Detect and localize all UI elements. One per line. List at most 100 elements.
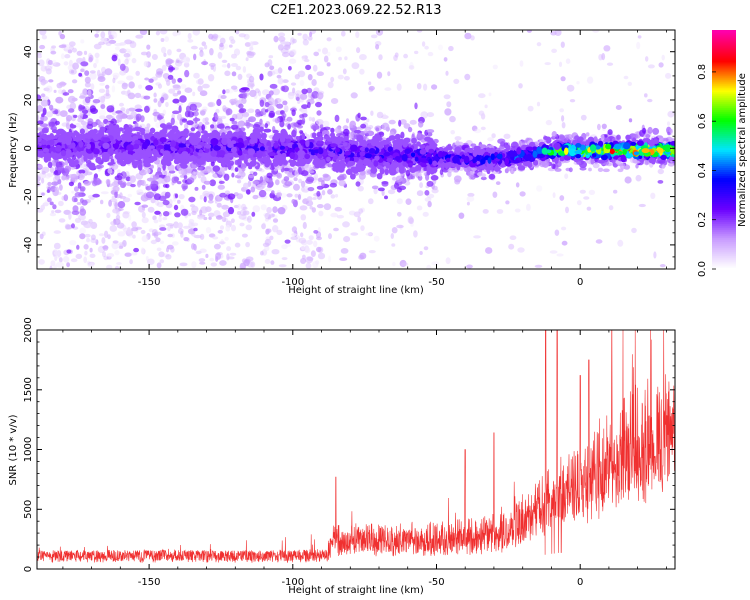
noise-cell (276, 229, 283, 236)
noise-cell (480, 126, 486, 131)
spectral-cell (607, 129, 613, 136)
noise-cell (90, 234, 96, 241)
spectral-cell (67, 95, 76, 103)
noise-cell (301, 55, 307, 59)
spectral-cell (295, 96, 300, 102)
spectral-cell (40, 99, 49, 107)
spectral-cell (168, 67, 176, 71)
noise-cell (316, 246, 322, 253)
spectral-cell (59, 110, 68, 117)
spectral-cell (447, 171, 452, 178)
noise-cell (559, 108, 564, 113)
noise-cell (564, 173, 569, 179)
noise-cell (289, 49, 297, 56)
spectral-cell (645, 134, 651, 139)
noise-cell (226, 253, 230, 261)
noise-cell (67, 49, 73, 54)
spectral-cell (54, 209, 62, 214)
noise-cell (514, 208, 521, 213)
noise-cell (138, 84, 143, 89)
noise-cell (249, 46, 254, 51)
noise-cell (485, 247, 493, 254)
noise-cell (515, 182, 520, 188)
spectral-cell (301, 117, 306, 125)
noise-cell (382, 113, 387, 119)
ridge-cell (95, 156, 102, 164)
spectral-cell (55, 96, 64, 104)
spectral-cell (227, 206, 235, 215)
spectral-cell (554, 168, 562, 172)
noise-cell (270, 260, 275, 265)
noise-cell (129, 234, 133, 238)
noise-cell (307, 74, 313, 81)
noise-cell (100, 191, 109, 195)
noise-cell (403, 53, 408, 59)
spectral-cell (68, 181, 74, 187)
noise-cell (484, 104, 488, 109)
noise-cell (234, 242, 241, 248)
spectral-cell (47, 181, 52, 187)
noise-cell (334, 193, 339, 198)
spectral-cell (311, 91, 319, 99)
spectral-cell (135, 113, 142, 122)
noise-cell (458, 212, 465, 219)
noise-cell (588, 189, 596, 195)
spectral-cell (171, 78, 176, 84)
spectral-cell (54, 120, 60, 126)
spectral-cell (322, 173, 329, 178)
noise-cell (39, 30, 47, 36)
spectral-cell (184, 69, 190, 78)
noise-cell (155, 122, 161, 128)
spectral-cell (300, 170, 309, 177)
noise-cell (84, 233, 91, 238)
spectral-cell (658, 159, 666, 164)
noise-cell (79, 233, 86, 240)
ridge-cell (301, 132, 306, 140)
spectral-cell (165, 183, 170, 189)
spectral-cell (155, 174, 160, 180)
noise-cell (323, 55, 329, 63)
noise-cell (408, 65, 415, 70)
noise-cell (51, 45, 56, 49)
noise-cell (108, 39, 117, 44)
spectral-cell (84, 96, 91, 104)
noise-cell (650, 192, 656, 199)
spectral-cell (164, 171, 168, 176)
noise-cell (526, 30, 532, 33)
spectral-cell (214, 114, 219, 121)
noise-cell (172, 92, 179, 97)
noise-cell (105, 41, 112, 47)
spectral-cell (644, 159, 649, 166)
spectral-cell (172, 98, 180, 104)
noise-cell (545, 119, 553, 126)
spectral-cell (597, 123, 601, 131)
spectral-cell (112, 185, 120, 193)
spectral-cell (264, 123, 269, 129)
noise-cell (376, 71, 383, 79)
spectral-cell (48, 121, 56, 127)
noise-cell (122, 211, 130, 219)
noise-cell (373, 235, 380, 242)
noise-cell (288, 58, 297, 64)
noise-cell (155, 231, 162, 236)
spectral-cell (381, 181, 389, 187)
noise-cell (230, 218, 235, 223)
noise-cell (237, 203, 242, 210)
spectral-cell (73, 197, 78, 203)
noise-cell (146, 51, 151, 58)
spectrogram-heatmap (37, 30, 675, 269)
spectral-cell (107, 108, 115, 113)
spectral-cell (394, 182, 399, 189)
noise-cell (132, 234, 136, 239)
noise-cell (368, 85, 375, 91)
spectral-cell (225, 108, 233, 116)
noise-cell (118, 242, 125, 247)
spectral-cell (291, 226, 297, 233)
noise-cell (215, 252, 222, 260)
noise-cell (330, 98, 339, 104)
noise-cell (658, 62, 664, 68)
noise-cell (83, 50, 88, 56)
spectral-cell (305, 178, 314, 184)
noise-cell (245, 224, 253, 231)
spectral-cell (47, 161, 53, 169)
